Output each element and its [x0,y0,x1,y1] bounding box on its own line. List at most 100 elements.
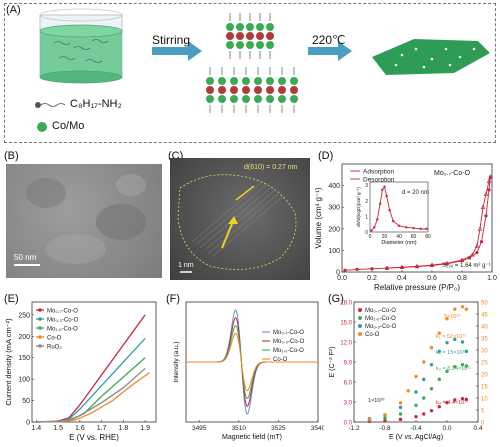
panel-g-label: (G) [328,293,344,305]
y-right-tick-label: 10 [481,396,488,402]
assembly-top [226,13,274,59]
plot-frame [341,163,493,273]
y-right-tick-label: 50 [481,300,488,306]
x-tick-label: 0.0 [337,275,347,282]
tem-image-c: d(610) = 0.27 nm 1 nm [170,158,310,280]
nanosheet [372,39,490,75]
x-tick-label: 1.9 [140,425,150,432]
chart-f: 3495 3510 3525 3540 Magnetic field (mT) Inten… [173,301,324,441]
annotation: k₂ = 15×10¹¹ [436,350,466,356]
arrow-up-icon [221,216,238,249]
data-point [437,331,441,335]
annotation: 5×10¹⁰ [444,313,461,320]
x-tick-label: 3525 [271,425,286,432]
chart-g: -1.2 -0.8 -0.4 0.0 0.4 0.0 3.0 6.0 9.0 12.0 15.0 18… [329,300,488,441]
x-tick-label: 0.4 [397,275,407,282]
legend-marker [38,317,42,321]
data-point [460,340,465,344]
y-right-tick-label: 45 [481,312,488,318]
x-tick-label: 1.0 [487,275,497,282]
inset-point [388,208,391,212]
annotation: S₂₃₄ = 1.64 m² g⁻¹ [442,263,491,269]
data-point [422,360,426,364]
inset-point [378,202,382,206]
x-tick-label: -1.2 [348,425,360,432]
y-right-tick-label: 15 [481,384,488,390]
data-point [459,257,465,262]
x-tick-label: 1.7 [97,425,107,432]
x-tick-label: -0.8 [379,425,391,432]
legend-marker [358,332,362,336]
inset-y-label: dV/d(logD)(cm³ g⁻¹) [356,187,361,227]
series-line [186,332,318,392]
y-tick-label: 100 [18,377,30,384]
x-tick-label: 1.6 [75,425,85,432]
data-point [477,226,483,231]
inset-point [412,226,415,230]
data-point [445,369,449,374]
inset-x-label: Diameter (nm) [381,240,416,246]
y-right-tick-label: 35 [481,336,488,342]
data-point [414,414,418,419]
data-point [414,403,418,408]
legend-label: Mo₀.₃-Co-O [273,339,305,345]
x-tick-label: 0.2 [367,275,377,282]
x-axis-label: Magnetic field (mT) [222,434,282,441]
series-line [36,372,150,423]
data-point [474,243,480,248]
legend-label: Mo₀.₇-Co-O [273,330,304,336]
data-point [460,362,465,367]
inset-x-tick-label: 80 [425,234,431,240]
inset-point [373,226,376,229]
data-point [464,349,469,354]
data-point [464,397,469,402]
x-axis-label: E (V vs. AgCl/Ag) [389,434,443,441]
data-point [383,413,387,417]
panel-b-label: (B) [4,150,19,162]
data-point [367,417,372,422]
y-left-tick-label: 0.0 [344,420,353,426]
legend-marker [38,326,42,330]
data-point [383,416,387,420]
stirring-label: Stirring [152,33,191,47]
inset-point [370,229,373,232]
scheme-legend [35,102,66,132]
y-right-tick-label: 30 [481,348,488,354]
data-point [399,264,405,270]
plot-frame [31,301,157,423]
data-point [398,405,403,410]
legend-label: Mo₀.₇-Co-O [47,308,78,314]
data-point [398,417,403,422]
data-point [470,252,475,257]
inset-point [385,194,388,198]
data-point [437,377,441,382]
data-point [445,400,449,405]
legend-label: Mo₀.₃-Co-O [365,324,397,330]
amine-label: C₈H₁₇-NH₂ [70,98,122,110]
data-point [444,260,450,266]
inset-point [392,219,395,223]
panel-d-label: (D) [318,150,334,162]
panel-f-label: (F) [166,293,181,305]
inset-x-tick-label: 60 [411,234,417,240]
data-point [453,398,457,402]
data-point [429,362,434,367]
annotation: k₁ = 52×10¹¹ [436,334,466,340]
x-tick-label: 1.5 [53,425,63,432]
legend-marker [358,324,362,328]
data-point [483,191,489,197]
x-tick-label: 0.4 [473,425,482,432]
y-left-tick-label: 15.0 [340,320,352,326]
data-point [486,178,492,184]
series-line [36,367,146,423]
panel-a-frame [4,3,496,143]
scalebar-c-label: 1 nm [178,262,194,269]
legend-label: Co-O [273,357,288,363]
x-tick-label: 0.8 [457,275,467,282]
y-right-tick-label: 20 [481,372,488,378]
data-point [453,364,457,369]
data-point [429,386,434,391]
y-right-tick-label: 25 [481,360,488,366]
chart-e: 1.4 1.5 1.6 1.7 1.8 1.9 0 50 100 150 200 250 E (V vs… [4,301,157,442]
data-point [384,265,390,270]
